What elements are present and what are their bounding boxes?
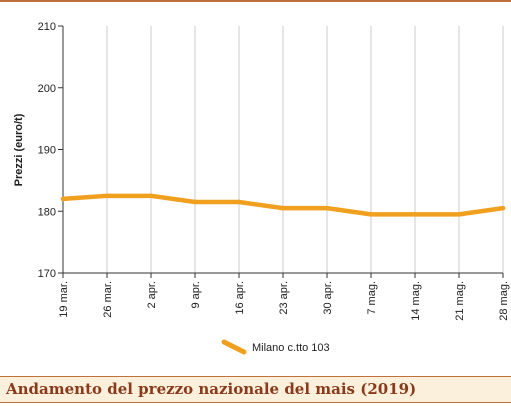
y-tick-label: 210: [38, 21, 56, 33]
y-tick-label: 170: [38, 268, 56, 280]
data-point: [412, 212, 418, 217]
y-ticks: 170 180 190 200 210: [38, 21, 63, 280]
chart-caption-bar: Andamento del prezzo nazionale del mais …: [0, 376, 511, 403]
data-point: [368, 212, 374, 217]
chart-title: Andamento del prezzo nazionale del mais …: [6, 380, 417, 398]
x-tick-label: 28 mag.: [498, 281, 510, 321]
line-chart: 170 180 190 200 210 19 mar. 26 mar. 2 apr. 9 ap…: [13, 21, 510, 355]
x-tick-label: 19 mar.: [58, 281, 70, 318]
data-point: [192, 199, 198, 205]
y-tick-label: 200: [38, 83, 56, 95]
y-tick-label: 190: [38, 145, 56, 157]
data-point: [148, 193, 154, 199]
x-ticks: 19 mar. 26 mar. 2 apr. 9 apr. 16 apr. 23 apr.…: [58, 273, 510, 321]
legend: Milano c.tto 103: [221, 339, 330, 355]
data-point: [324, 205, 330, 211]
data-point: [456, 212, 462, 217]
x-tick-label: 16 apr.: [234, 281, 246, 315]
x-tick-label: 21 mag.: [454, 281, 466, 321]
data-point: [280, 205, 286, 211]
x-tick-label: 30 apr.: [322, 281, 334, 315]
legend-swatch: [221, 339, 247, 355]
data-point: [500, 205, 506, 211]
x-tick-label: 26 mar.: [102, 281, 114, 318]
y-axis-title: Prezzi (euro/t): [13, 113, 25, 186]
series: [60, 193, 506, 217]
data-point: [104, 193, 110, 199]
y-tick-label: 180: [38, 206, 56, 218]
x-tick-label: 14 mag.: [410, 281, 422, 321]
x-tick-label: 2 apr.: [146, 281, 158, 309]
x-tick-label: 7 mag.: [366, 281, 378, 315]
x-tick-label: 9 apr.: [190, 281, 202, 309]
grid-lines: [106, 26, 504, 273]
top-rule: [0, 0, 511, 2]
data-point: [236, 199, 242, 205]
legend-label: Milano c.tto 103: [252, 342, 330, 354]
x-tick-label: 23 apr.: [278, 281, 290, 315]
data-point: [60, 196, 66, 202]
